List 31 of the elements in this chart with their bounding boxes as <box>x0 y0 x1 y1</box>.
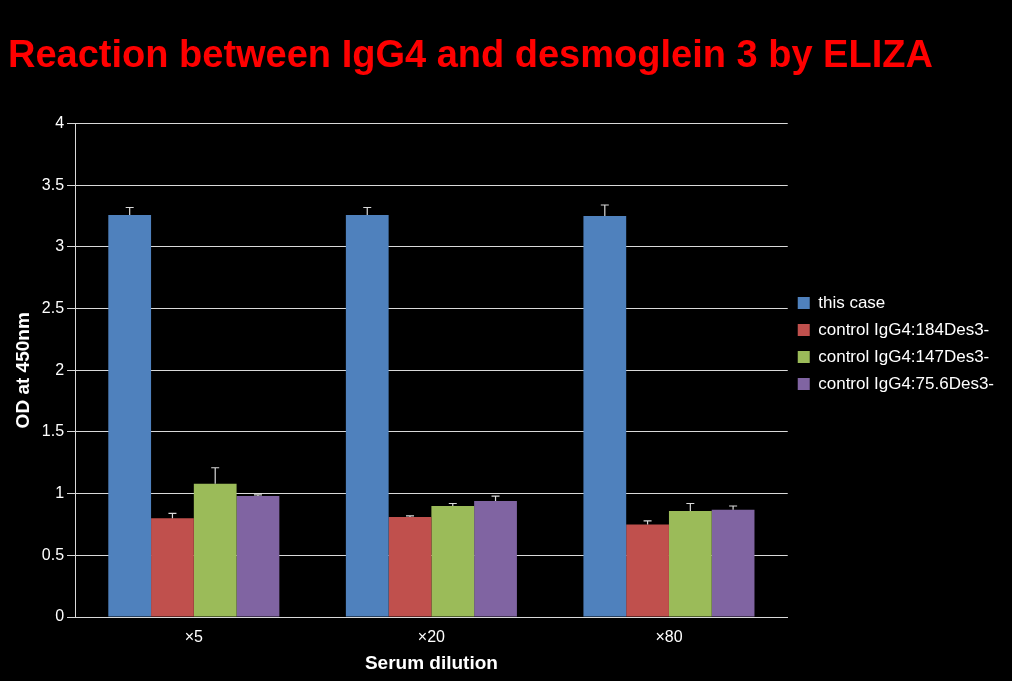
bar <box>474 501 517 617</box>
bar <box>388 517 432 617</box>
y-tick-label: 2.5 <box>41 299 65 317</box>
legend-label: control IgG4:75.6Des3- <box>818 373 994 393</box>
y-tick-label: 1.5 <box>41 422 65 440</box>
chart-title: Reaction between IgG4 and desmoglein 3 by ELIZA <box>8 33 933 76</box>
x-tick-label: ×80 <box>655 628 683 646</box>
bar <box>345 214 389 617</box>
bar <box>583 216 627 617</box>
bar <box>236 496 280 617</box>
bar <box>431 505 475 617</box>
y-tick-label: 3 <box>55 237 65 255</box>
legend-label: control IgG4:184Des3- <box>818 319 990 339</box>
y-tick-label: 3.5 <box>41 175 65 193</box>
y-tick-label: 0.5 <box>41 545 65 563</box>
bar <box>711 509 755 617</box>
legend-label: control IgG4:147Des3- <box>818 346 990 366</box>
bar <box>668 510 712 617</box>
y-tick-label: 1 <box>55 484 65 502</box>
x-axis-title: Serum dilution <box>364 651 498 673</box>
bar <box>193 483 237 617</box>
x-tick-label: ×5 <box>184 628 204 646</box>
y-axis-title: OD at 450nm <box>11 312 33 429</box>
x-tick-label: ×20 <box>417 628 446 646</box>
bar <box>626 524 669 617</box>
bar <box>108 214 152 617</box>
y-tick-label: 4 <box>55 114 65 132</box>
bar <box>151 518 194 617</box>
y-tick-label: 2 <box>55 360 65 378</box>
y-tick-label: 0 <box>55 607 65 625</box>
legend-label: this case <box>818 292 886 312</box>
